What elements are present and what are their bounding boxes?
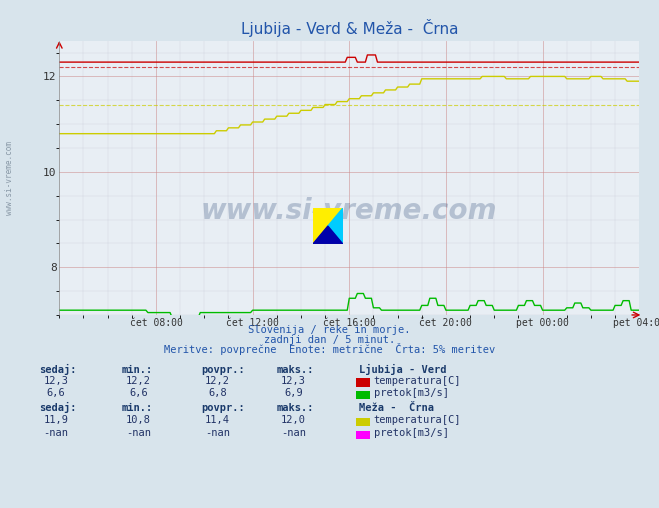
Text: sedaj:: sedaj: bbox=[40, 402, 77, 414]
Text: povpr.:: povpr.: bbox=[201, 403, 244, 414]
Text: maks.:: maks.: bbox=[277, 365, 314, 375]
Text: 12,2: 12,2 bbox=[126, 375, 151, 386]
Text: temperatura[C]: temperatura[C] bbox=[374, 375, 461, 386]
Text: 11,4: 11,4 bbox=[205, 415, 230, 425]
Polygon shape bbox=[313, 208, 343, 244]
Text: sedaj:: sedaj: bbox=[40, 364, 77, 375]
Text: www.si-vreme.com: www.si-vreme.com bbox=[201, 197, 498, 225]
Polygon shape bbox=[328, 208, 343, 244]
Text: min.:: min.: bbox=[122, 365, 153, 375]
Text: 12,3: 12,3 bbox=[281, 375, 306, 386]
Text: 6,8: 6,8 bbox=[208, 388, 227, 398]
Text: -nan: -nan bbox=[281, 428, 306, 438]
Text: -nan: -nan bbox=[126, 428, 151, 438]
Text: -nan: -nan bbox=[43, 428, 69, 438]
Text: Ljubija - Verd: Ljubija - Verd bbox=[359, 364, 447, 375]
Text: 6,9: 6,9 bbox=[284, 388, 302, 398]
Text: pretok[m3/s]: pretok[m3/s] bbox=[374, 428, 449, 438]
Text: 6,6: 6,6 bbox=[129, 388, 148, 398]
Text: maks.:: maks.: bbox=[277, 403, 314, 414]
Text: Meža -  Črna: Meža - Črna bbox=[359, 403, 434, 414]
Text: Slovenija / reke in morje.: Slovenija / reke in morje. bbox=[248, 325, 411, 335]
Text: -nan: -nan bbox=[205, 428, 230, 438]
Polygon shape bbox=[313, 226, 343, 244]
Text: 12,2: 12,2 bbox=[205, 375, 230, 386]
Text: 10,8: 10,8 bbox=[126, 415, 151, 425]
Text: www.si-vreme.com: www.si-vreme.com bbox=[5, 141, 14, 215]
Text: pretok[m3/s]: pretok[m3/s] bbox=[374, 388, 449, 398]
Text: 12,0: 12,0 bbox=[281, 415, 306, 425]
Text: 11,9: 11,9 bbox=[43, 415, 69, 425]
Text: povpr.:: povpr.: bbox=[201, 365, 244, 375]
Text: zadnji dan / 5 minut.: zadnji dan / 5 minut. bbox=[264, 335, 395, 345]
Text: 6,6: 6,6 bbox=[47, 388, 65, 398]
Text: min.:: min.: bbox=[122, 403, 153, 414]
Text: 12,3: 12,3 bbox=[43, 375, 69, 386]
Text: Meritve: povprečne  Enote: metrične  Črta: 5% meritev: Meritve: povprečne Enote: metrične Črta:… bbox=[164, 343, 495, 355]
Text: temperatura[C]: temperatura[C] bbox=[374, 415, 461, 425]
Title: Ljubija - Verd & Meža -  Črna: Ljubija - Verd & Meža - Črna bbox=[241, 19, 458, 37]
